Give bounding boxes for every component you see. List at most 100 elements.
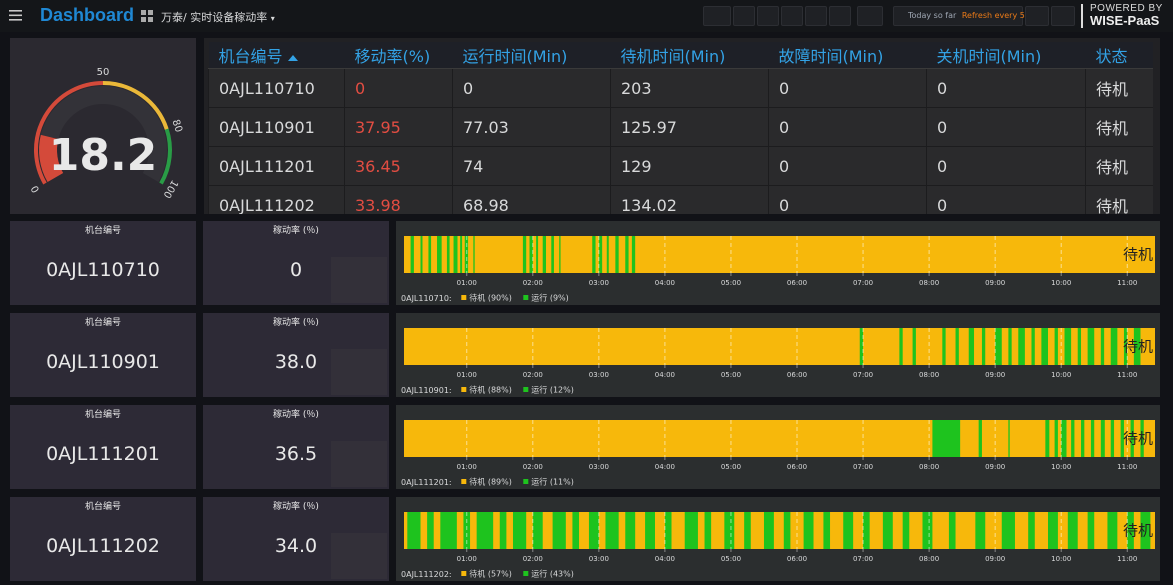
legend-entry[interactable]: 运行 (11%) <box>531 477 574 487</box>
save-button[interactable] <box>781 6 803 26</box>
time-picker[interactable]: Today so far Refresh every 5m <box>893 6 1033 26</box>
machine-id: 0AJL110901 <box>46 351 160 373</box>
column-header-text[interactable]: 机台编号 <box>218 47 283 66</box>
column-header[interactable]: 状态 <box>1085 42 1153 69</box>
x-tick-label: 07:00 <box>853 555 873 563</box>
column-header-text[interactable]: 关机时间(Min) <box>936 47 1042 66</box>
star-button[interactable] <box>733 6 755 26</box>
run-segment <box>645 512 655 549</box>
column-header[interactable]: 移动率(%) <box>344 42 453 69</box>
legend-series-label: 0AJL111201: <box>401 478 452 487</box>
gauge-tick-label: 0 <box>30 183 43 194</box>
x-tick-label: 04:00 <box>655 371 675 379</box>
current-state: 待机 <box>1123 246 1153 264</box>
mobile-button[interactable] <box>805 6 827 26</box>
caret: ▾ <box>270 14 275 23</box>
column-header[interactable]: 关机时间(Min) <box>926 42 1086 69</box>
table-cell: 77.03 <box>452 107 611 147</box>
run-segment <box>476 512 494 549</box>
run-segment <box>912 328 916 365</box>
legend-series-label: 0AJL110710: <box>401 294 452 303</box>
legend-entry[interactable]: 待机 (57%) <box>469 569 512 579</box>
run-segment <box>532 512 543 549</box>
machine-id: 0AJL111201 <box>46 443 160 465</box>
run-segment <box>932 420 961 457</box>
run-segment <box>427 512 434 549</box>
legend-entry[interactable]: 待机 (89%) <box>469 477 512 487</box>
run-segment <box>948 512 956 549</box>
rate-sparkline-area <box>331 441 387 487</box>
tv-button[interactable] <box>857 6 883 26</box>
legend-swatch <box>523 295 529 300</box>
brand: WISE-PaaS <box>1090 13 1160 28</box>
x-tick-label: 08:00 <box>919 555 939 563</box>
breadcrumb[interactable]: 万泰/ 实时设备稼动率 ▾ <box>161 9 275 25</box>
legend-swatch <box>523 387 529 392</box>
dashboard-title[interactable]: Dashboard <box>40 5 135 25</box>
column-header[interactable]: 机台编号 <box>208 42 345 69</box>
share-button[interactable] <box>757 6 779 26</box>
run-segment <box>1140 420 1144 457</box>
legend-entry[interactable]: 运行 (43%) <box>531 569 574 579</box>
run-segment <box>615 236 619 273</box>
run-segment <box>882 512 893 549</box>
run-segment <box>428 236 432 273</box>
timeline-panel: 01:00 02:00 03:00 04:00 05:00 06:00 07:00 08:00… <box>396 497 1160 581</box>
menu-button[interactable] <box>9 10 22 21</box>
run-segment <box>559 236 561 273</box>
settings-button[interactable] <box>829 6 851 26</box>
legend: 0AJL111201: <box>401 478 452 487</box>
timeline-panel: 01:00 02:00 03:00 04:00 05:00 06:00 07:00 08:00… <box>396 405 1160 489</box>
run-segment <box>1130 420 1134 457</box>
run-segment <box>460 236 463 273</box>
legend-entry[interactable]: 待机 (90%) <box>469 293 512 303</box>
legend-entry[interactable]: 运行 (12%) <box>531 385 574 395</box>
run-segment <box>981 328 986 365</box>
machine-panel: 机台编号 0AJL111201 <box>10 405 196 489</box>
table-cell: 134.02 <box>610 185 769 214</box>
refresh-interval[interactable]: Refresh every 5m <box>961 11 1033 20</box>
legend-entry[interactable]: 运行 (9%) <box>531 293 568 303</box>
run-segment <box>1120 420 1124 457</box>
run-segment <box>625 236 629 273</box>
table-cell: 待机 <box>1085 107 1153 147</box>
legend-entry[interactable]: 待机 (88%) <box>469 385 512 395</box>
add-panel-button[interactable] <box>703 6 731 26</box>
x-tick-label: 11:00 <box>1117 555 1137 563</box>
zoom-button[interactable] <box>1025 6 1049 26</box>
time-range[interactable]: Today so far <box>908 11 957 20</box>
x-tick-label: 09:00 <box>985 371 1005 379</box>
state-timeline: 01:00 02:00 03:00 04:00 05:00 06:00 07:00 08:00… <box>401 512 1155 579</box>
column-header[interactable]: 待机时间(Min) <box>610 42 769 69</box>
column-header-text[interactable]: 状态 <box>1095 47 1128 66</box>
refresh-button[interactable] <box>1051 6 1075 26</box>
x-tick-label: 11:00 <box>1117 463 1137 471</box>
run-segment <box>1041 328 1048 365</box>
run-segment <box>572 512 580 549</box>
column-header-text[interactable]: 运行时间(Min) <box>462 47 568 66</box>
machine-label: 机台编号 <box>84 318 121 328</box>
x-tick-label: 06:00 <box>787 555 807 563</box>
timeline-panel: 01:00 02:00 03:00 04:00 05:00 06:00 07:00 08:00… <box>396 221 1160 305</box>
x-tick-label: 06:00 <box>787 279 807 287</box>
column-header[interactable]: 故障时间(Min) <box>768 42 927 69</box>
machine-id: 0AJL110710 <box>46 259 160 281</box>
table-panel: 机台编号 移动率(%) 运行时间(Min) 待机时间(Min) 故障时间(Min) 关机时… <box>204 38 1160 214</box>
legend-items: 待机 (57%) 运行 (43%) <box>461 569 574 579</box>
run-segment <box>407 512 421 549</box>
table-row: 0AJL111201 36.45 74 129 0 0 待机 <box>208 146 1153 186</box>
run-segment <box>463 512 471 549</box>
table-cell: 0AJL110901 <box>208 107 345 147</box>
x-tick-label: 01:00 <box>457 555 477 563</box>
legend-swatch <box>461 479 467 484</box>
rate-value: 36.5 <box>274 443 318 465</box>
x-tick-label: 05:00 <box>721 371 741 379</box>
column-header-text[interactable]: 移动率(%) <box>354 47 431 66</box>
run-segment <box>1107 512 1118 549</box>
column-header-text[interactable]: 待机时间(Min) <box>620 47 726 66</box>
rate-sparkline-area <box>331 533 387 579</box>
column-header[interactable]: 运行时间(Min) <box>452 42 611 69</box>
run-segment <box>704 512 712 549</box>
breadcrumb-text[interactable]: 万泰/ 实时设备稼动率 <box>161 11 268 24</box>
column-header-text[interactable]: 故障时间(Min) <box>778 47 884 66</box>
